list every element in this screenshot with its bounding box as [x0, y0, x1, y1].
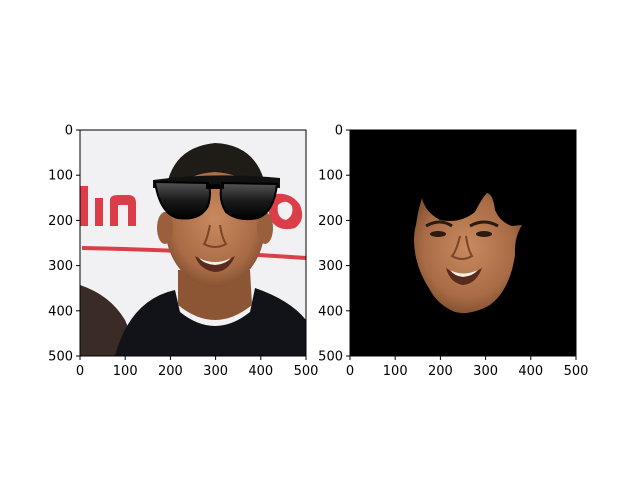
left-xtick-label: 500: [294, 364, 319, 379]
right-ytick-label: 100: [318, 169, 343, 184]
right-xtick-label: 200: [428, 364, 453, 379]
left-ytick-label: 400: [48, 304, 73, 319]
left-ytick-label: 200: [48, 214, 73, 229]
right-axes-frame: [349, 129, 577, 357]
left-xtick-label: 400: [248, 364, 273, 379]
segmented-face-shape: [414, 193, 522, 314]
ear-right-shape: [257, 212, 273, 244]
left-image: [80, 130, 306, 356]
left-xtick-label: 100: [113, 364, 138, 379]
hair-shape: [165, 143, 268, 205]
left-xtick-label: 200: [158, 364, 183, 379]
left-xtick-label: 300: [203, 364, 228, 379]
right-ytick-label: 500: [318, 350, 343, 365]
left-xtick-label: 0: [76, 364, 84, 379]
left-ytick-label: 300: [48, 259, 73, 274]
right-ytick-label: 200: [318, 214, 343, 229]
right-image: [350, 130, 576, 356]
right-ytick-label: 400: [318, 304, 343, 319]
right-xtick-label: 500: [564, 364, 589, 379]
right-ytick-label: 0: [335, 124, 343, 139]
right-xtick-label: 100: [383, 364, 408, 379]
right-ytick-label: 300: [318, 259, 343, 274]
right-xtick-label: 0: [346, 364, 354, 379]
right-xtick-label: 300: [473, 364, 498, 379]
left-axes-frame: [79, 129, 307, 357]
left-ytick-label: 0: [65, 124, 73, 139]
left-ytick-label: 500: [48, 350, 73, 365]
sunglasses-shape: [153, 175, 280, 221]
ear-left-shape: [157, 212, 173, 244]
right-xtick-label: 400: [518, 364, 543, 379]
left-ytick-label: 100: [48, 169, 73, 184]
shirt-shape: [115, 288, 306, 356]
